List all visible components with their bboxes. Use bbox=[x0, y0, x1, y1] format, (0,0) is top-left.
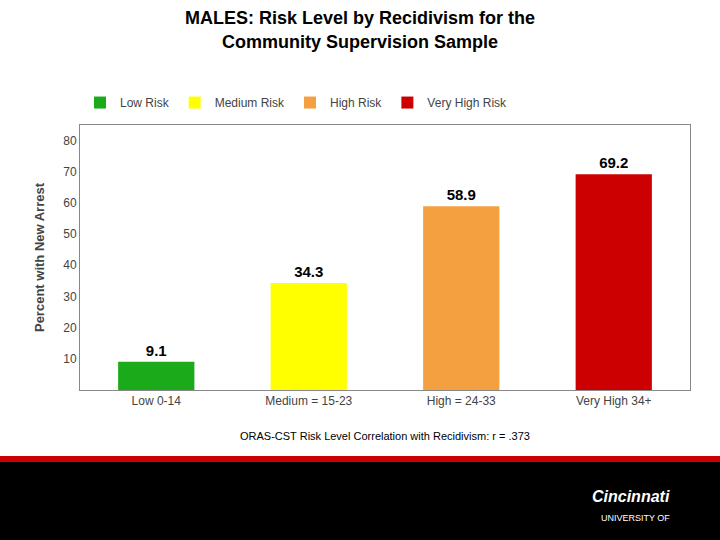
svg-text:58.9: 58.9 bbox=[447, 186, 476, 203]
svg-text:Low 0-14: Low 0-14 bbox=[132, 394, 182, 408]
svg-text:ORAS-CST Risk Level Correlatio: ORAS-CST Risk Level Correlation with Rec… bbox=[240, 430, 530, 442]
svg-text:60: 60 bbox=[63, 196, 77, 210]
svg-text:9.1: 9.1 bbox=[146, 342, 167, 359]
svg-text:40: 40 bbox=[63, 258, 77, 272]
svg-text:Medium Risk: Medium Risk bbox=[215, 96, 285, 110]
svg-text:Cincinnati: Cincinnati bbox=[592, 488, 670, 505]
svg-text:30: 30 bbox=[63, 290, 77, 304]
svg-text:MALES: Risk Level by Recidivis: MALES: Risk Level by Recidivism for theC… bbox=[185, 8, 535, 51]
svg-text:Very High Risk: Very High Risk bbox=[427, 96, 507, 110]
svg-text:UNIVERSITY OF: UNIVERSITY OF bbox=[601, 513, 670, 523]
svg-text:Very High 34+: Very High 34+ bbox=[576, 394, 652, 408]
svg-text:34.3: 34.3 bbox=[294, 263, 323, 280]
svg-text:70: 70 bbox=[63, 165, 77, 179]
svg-text:10: 10 bbox=[63, 352, 77, 366]
svg-text:Medium = 15-23: Medium = 15-23 bbox=[265, 394, 352, 408]
svg-text:20: 20 bbox=[63, 321, 77, 335]
svg-text:69.2: 69.2 bbox=[599, 154, 628, 171]
svg-text:High Risk: High Risk bbox=[330, 96, 382, 110]
svg-text:Percent with New Arrest: Percent with New Arrest bbox=[32, 182, 47, 332]
svg-text:Low Risk: Low Risk bbox=[120, 96, 170, 110]
svg-text:50: 50 bbox=[63, 227, 77, 241]
svg-text:80: 80 bbox=[63, 134, 77, 148]
svg-text:High = 24-33: High = 24-33 bbox=[427, 394, 496, 408]
